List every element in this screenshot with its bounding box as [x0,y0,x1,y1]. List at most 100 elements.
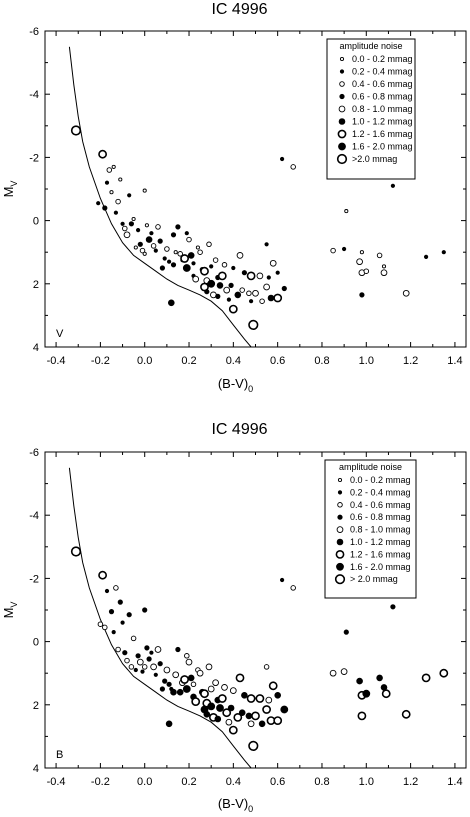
x-tick-label: -0.4 [47,355,66,367]
data-point [170,262,177,268]
x-tick-label: -0.2 [91,776,110,788]
legend-marker [335,550,345,559]
data-point [215,293,221,300]
data-point [98,149,107,159]
y-tick-label: 0 [33,637,39,649]
data-point [359,250,364,255]
legend-marker [334,574,346,585]
data-point [231,265,236,271]
data-point [267,294,275,302]
legend-marker [337,129,347,139]
data-point [145,236,153,243]
x-axis-label-main: (B-V) [218,796,248,811]
data-point [376,674,383,682]
legend-label: 0.6 - 0.8 mmag [350,512,411,522]
data-point [180,675,189,684]
data-point [122,650,128,656]
y-tick-label: -6 [29,447,39,459]
data-point [204,289,210,295]
x-tick-label: 1.2 [403,355,418,367]
y-tick-label: 4 [33,342,39,354]
data-point [234,291,242,299]
data-point [190,681,197,688]
data-point [256,272,264,280]
legend-marker [336,526,344,533]
data-point [195,245,200,250]
data-point [330,247,336,254]
data-point [207,702,216,711]
legend-label: > 2.0 mmag [350,574,398,584]
y-axis-label: MV [1,181,19,198]
data-point [149,650,154,655]
legend-label: 0.8 - 1.0 mmag [350,525,411,535]
data-point [359,292,365,298]
y-tick-label: -2 [29,152,39,164]
legend: amplitude noise 0.0 - 0.2 mmag 0.2 - 0.4 m… [324,459,417,599]
panel-label: B [56,749,63,761]
data-point [239,287,245,293]
zams-line [68,46,252,347]
data-point [180,254,189,263]
data-point [139,247,146,254]
data-point [340,668,348,675]
data-point [162,256,167,261]
data-point [246,290,252,297]
x-axis-label: (B-V)0 [218,796,253,814]
data-point [329,669,337,677]
data-point [228,304,238,314]
data-point [191,697,201,706]
data-point [170,232,177,238]
data-point [102,624,108,631]
data-point [102,205,108,211]
x-axis-label-main: (B-V) [218,376,248,391]
data-point [362,689,371,698]
data-point [357,711,367,721]
data-point [130,635,137,642]
data-point [197,249,203,255]
data-point [290,585,296,591]
data-point [184,231,189,236]
data-point [155,224,161,230]
data-point [187,252,195,259]
x-tick-label: 0.4 [226,355,241,367]
data-point [142,607,148,613]
data-point [290,164,296,170]
data-point [241,270,247,276]
legend-marker [337,477,343,483]
x-axis-label: (B-V)0 [218,376,253,394]
data-point [146,656,152,662]
x-tick-label: 0.4 [226,776,241,788]
data-point [159,686,165,692]
data-point [381,689,391,699]
data-point [441,250,446,255]
data-point [175,646,181,653]
data-point [226,297,231,302]
y-tick-label: -4 [29,510,39,522]
data-point [343,629,349,635]
data-point [246,271,256,281]
data-points [70,125,446,331]
data-point [390,604,396,610]
data-point [196,669,204,677]
data-point [233,713,243,722]
data-point [248,740,259,752]
data-point [205,663,213,671]
data-point [221,262,228,268]
y-tick-label: 0 [33,216,39,228]
data-point [182,685,191,693]
y-axis-label-main: M [1,608,16,619]
data-point [221,684,228,691]
x-tick-label: 0.6 [270,776,285,788]
legend-label: 0.4 - 0.6 mmag [352,79,413,89]
data-point [269,259,277,267]
data-point [186,236,192,243]
data-point [168,299,175,307]
data-point [266,275,271,280]
data-point [401,709,411,719]
chart-panel-v: IC 4996 -0.4 -0.2 0.0 0.2 0.4 0.6 0.8 1.0 1.2 1.4 -… [1,1,467,394]
data-point [106,167,113,173]
data-point [166,681,172,687]
x-tick-label: 0.2 [181,776,196,788]
legend: amplitude noise 0.0 - 0.2 mmag 0.2 - 0.4 m… [326,38,416,180]
